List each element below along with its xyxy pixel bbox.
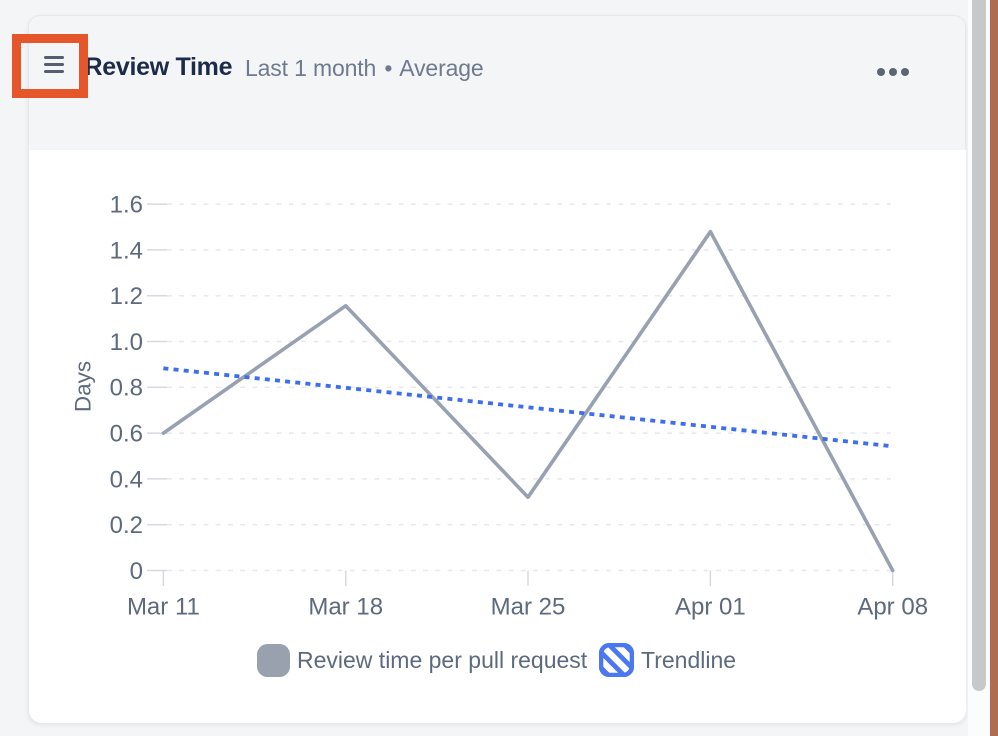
svg-text:Mar 25: Mar 25 [491, 594, 566, 621]
svg-text:0.6: 0.6 [110, 421, 143, 448]
svg-text:1.2: 1.2 [110, 283, 143, 310]
svg-text:0.4: 0.4 [110, 466, 143, 493]
svg-text:Days: Days [71, 361, 96, 412]
svg-text:Mar 11: Mar 11 [127, 594, 200, 621]
svg-text:0: 0 [130, 558, 143, 585]
svg-text:1.0: 1.0 [110, 329, 143, 356]
svg-text:0.2: 0.2 [110, 512, 143, 539]
svg-text:1.4: 1.4 [110, 237, 143, 264]
svg-text:0.8: 0.8 [110, 375, 143, 402]
svg-text:Apr 01: Apr 01 [675, 594, 746, 621]
svg-text:1.6: 1.6 [110, 192, 143, 219]
svg-text:Apr 08: Apr 08 [857, 594, 928, 621]
svg-text:Mar 18: Mar 18 [308, 594, 383, 621]
